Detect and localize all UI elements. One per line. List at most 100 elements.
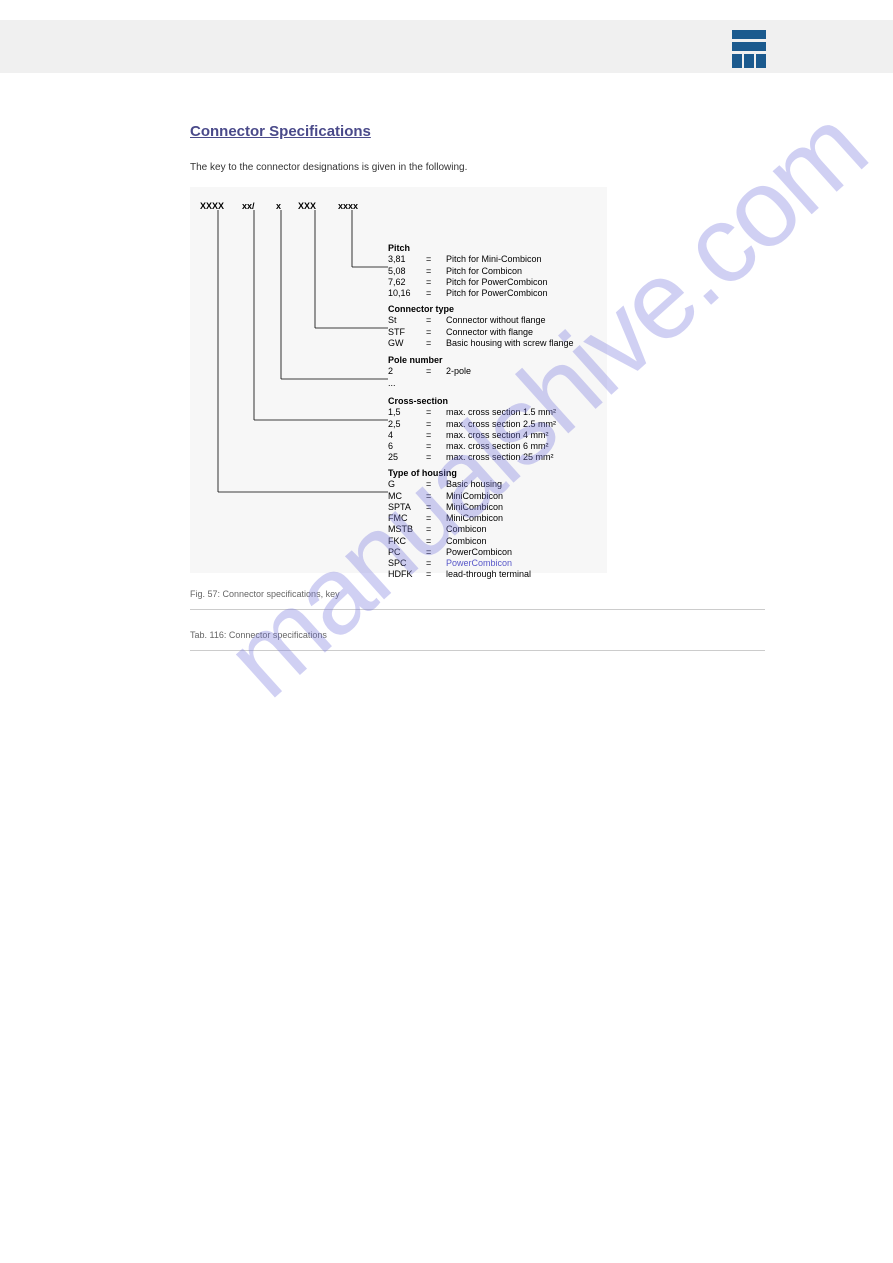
desc-row: SPC=PowerCombicon (388, 558, 531, 569)
desc-eq (426, 378, 446, 389)
desc-row: 7,62=Pitch for PowerCombicon (388, 277, 548, 288)
desc-key: FMC (388, 513, 426, 524)
desc-key: STF (388, 327, 426, 338)
desc-title: Type of housing (388, 468, 531, 479)
desc-eq: = (426, 547, 446, 558)
desc-row: FMC=MiniCombicon (388, 513, 531, 524)
desc-row: ... (388, 378, 471, 389)
desc-val: MiniCombicon (446, 502, 531, 513)
desc-val: max. cross section 2.5 mm² (446, 419, 556, 430)
desc-val: max. cross section 6 mm² (446, 441, 556, 452)
content-area: Connector Specifications The key to the … (0, 73, 893, 651)
desc-key: 2 (388, 366, 426, 377)
desc-row: 6=max. cross section 6 mm² (388, 441, 556, 452)
desc-key: MC (388, 491, 426, 502)
desc-row: PC=PowerCombicon (388, 547, 531, 558)
desc-key: 4 (388, 430, 426, 441)
desc-val: Basic housing (446, 479, 531, 490)
desc-key: 6 (388, 441, 426, 452)
desc-row: 1,5=max. cross section 1.5 mm² (388, 407, 556, 418)
desc-eq: = (426, 524, 446, 535)
desc-key: St (388, 315, 426, 326)
desc-key: 5,08 (388, 266, 426, 277)
desc-val: Pitch for PowerCombicon (446, 288, 548, 299)
desc-eq: = (426, 536, 446, 547)
desc-row: HDFK=lead-through terminal (388, 569, 531, 580)
desc-block: Cross-section1,5=max. cross section 1.5 … (388, 396, 556, 464)
desc-row: 2=2-pole (388, 366, 471, 377)
table-caption: Tab. 116: Connector specifications (190, 630, 765, 651)
figure-caption: Fig. 57: Connector specifications, key (190, 581, 765, 610)
connector-lines-svg (200, 207, 400, 577)
desc-row: 2,5=max. cross section 2.5 mm² (388, 419, 556, 430)
desc-val: max. cross section 25 mm² (446, 452, 556, 463)
desc-key: GW (388, 338, 426, 349)
desc-val: Connector with flange (446, 327, 574, 338)
desc-eq: = (426, 491, 446, 502)
desc-row: FKC=Combicon (388, 536, 531, 547)
desc-eq: = (426, 407, 446, 418)
desc-row: St=Connector without flange (388, 315, 574, 326)
desc-eq: = (426, 338, 446, 349)
desc-block: Type of housingG=Basic housingMC=MiniCom… (388, 468, 531, 581)
desc-row: SPTA=MiniCombicon (388, 502, 531, 513)
desc-block: Pitch3,81=Pitch for Mini-Combicon5,08=Pi… (388, 243, 548, 299)
desc-eq: = (426, 315, 446, 326)
desc-block: Pole number2=2-pole... (388, 355, 471, 389)
desc-key: 1,5 (388, 407, 426, 418)
desc-val: 2-pole (446, 366, 471, 377)
desc-val: Pitch for Mini-Combicon (446, 254, 548, 265)
desc-title: Pitch (388, 243, 548, 254)
desc-val: max. cross section 1.5 mm² (446, 407, 556, 418)
diagram-box: XXXX xx/ x XXX xxxx Pitch3,81=Pitch for … (190, 187, 607, 573)
desc-val[interactable]: PowerCombicon (446, 558, 531, 569)
desc-key: 10,16 (388, 288, 426, 299)
desc-row: 3,81=Pitch for Mini-Combicon (388, 254, 548, 265)
desc-eq: = (426, 513, 446, 524)
desc-row: MC=MiniCombicon (388, 491, 531, 502)
desc-key: MSTB (388, 524, 426, 535)
desc-row: 10,16=Pitch for PowerCombicon (388, 288, 548, 299)
desc-val: Connector without flange (446, 315, 574, 326)
desc-val: Pitch for PowerCombicon (446, 277, 548, 288)
desc-eq: = (426, 277, 446, 288)
desc-row: 4=max. cross section 4 mm² (388, 430, 556, 441)
desc-val: MiniCombicon (446, 491, 531, 502)
desc-eq: = (426, 452, 446, 463)
desc-row: STF=Connector with flange (388, 327, 574, 338)
table-section: Tab. 116: Connector specifications (190, 630, 765, 651)
desc-eq: = (426, 327, 446, 338)
desc-row: MSTB=Combicon (388, 524, 531, 535)
desc-key: HDFK (388, 569, 426, 580)
desc-eq: = (426, 569, 446, 580)
desc-block: Connector typeSt=Connector without flang… (388, 304, 574, 349)
desc-key: SPC (388, 558, 426, 569)
desc-title: Pole number (388, 355, 471, 366)
desc-key: FKC (388, 536, 426, 547)
desc-val: MiniCombicon (446, 513, 531, 524)
desc-eq: = (426, 419, 446, 430)
desc-eq: = (426, 558, 446, 569)
desc-title: Connector type (388, 304, 574, 315)
desc-eq: = (426, 366, 446, 377)
logo (732, 30, 766, 73)
desc-key: 25 (388, 452, 426, 463)
desc-val: Combicon (446, 524, 531, 535)
desc-val: Combicon (446, 536, 531, 547)
desc-key: 3,81 (388, 254, 426, 265)
page-heading: Connector Specifications (190, 123, 765, 140)
desc-eq: = (426, 288, 446, 299)
desc-key: 7,62 (388, 277, 426, 288)
desc-key: 2,5 (388, 419, 426, 430)
header-bar (0, 0, 893, 73)
desc-key: G (388, 479, 426, 490)
desc-row: GW=Basic housing with screw flange (388, 338, 574, 349)
desc-val: max. cross section 4 mm² (446, 430, 556, 441)
desc-eq: = (426, 502, 446, 513)
desc-eq: = (426, 266, 446, 277)
desc-key: PC (388, 547, 426, 558)
desc-val: Pitch for Combicon (446, 266, 548, 277)
page-subheading: The key to the connector designations is… (190, 162, 765, 173)
desc-val: Basic housing with screw flange (446, 338, 574, 349)
desc-eq: = (426, 479, 446, 490)
